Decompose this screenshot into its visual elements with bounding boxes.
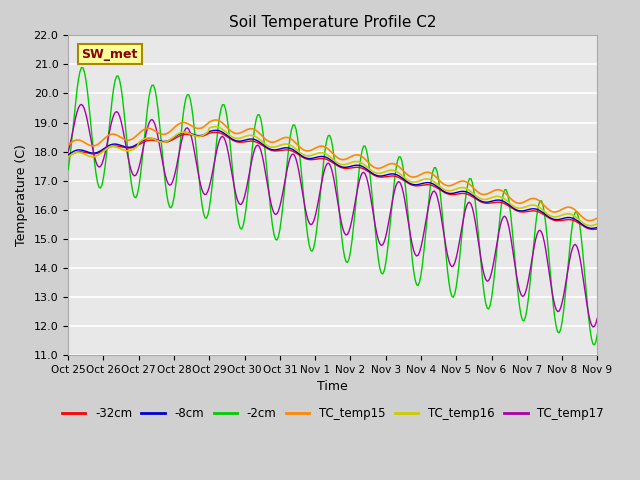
TC_temp15 — [367, 162, 375, 168]
TC_temp15 — [586, 218, 594, 224]
-32cm — [385, 173, 392, 179]
TC_temp17 — [77, 102, 85, 108]
-32cm — [367, 170, 375, 176]
-32cm — [79, 149, 86, 155]
-32cm — [589, 227, 597, 232]
TC_temp15 — [79, 139, 86, 144]
-32cm — [593, 226, 601, 232]
-32cm — [397, 176, 404, 181]
-8cm — [397, 174, 404, 180]
Text: SW_met: SW_met — [81, 48, 138, 60]
Line: TC_temp17: TC_temp17 — [68, 105, 597, 327]
TC_temp17 — [367, 196, 375, 202]
TC_temp16 — [586, 223, 594, 228]
Line: TC_temp15: TC_temp15 — [68, 120, 597, 221]
TC_temp15 — [64, 143, 72, 148]
TC_temp16 — [385, 168, 392, 173]
-2cm — [81, 69, 88, 74]
TC_temp15 — [593, 215, 601, 221]
TC_temp16 — [531, 202, 538, 208]
-2cm — [593, 331, 601, 337]
X-axis label: Time: Time — [317, 380, 348, 393]
TC_temp15 — [385, 161, 392, 167]
TC_temp17 — [64, 149, 72, 155]
TC_temp17 — [397, 180, 404, 186]
-8cm — [588, 226, 595, 231]
-8cm — [211, 128, 219, 133]
-8cm — [367, 169, 375, 175]
TC_temp16 — [367, 168, 375, 173]
TC_temp16 — [593, 221, 601, 227]
TC_temp16 — [79, 151, 86, 156]
-8cm — [531, 206, 538, 212]
Y-axis label: Temperature (C): Temperature (C) — [15, 144, 28, 246]
Line: -32cm: -32cm — [68, 132, 597, 229]
-2cm — [397, 154, 404, 160]
-32cm — [531, 208, 538, 214]
-8cm — [64, 152, 72, 157]
-2cm — [164, 199, 172, 205]
-32cm — [211, 130, 219, 135]
Line: -8cm: -8cm — [68, 131, 597, 228]
TC_temp16 — [211, 124, 219, 130]
-32cm — [64, 154, 72, 159]
TC_temp15 — [163, 131, 170, 136]
-8cm — [79, 147, 86, 153]
-8cm — [385, 171, 392, 177]
-8cm — [593, 225, 601, 230]
TC_temp17 — [531, 244, 538, 250]
TC_temp15 — [211, 117, 219, 123]
TC_temp16 — [64, 154, 72, 160]
TC_temp16 — [397, 171, 404, 177]
TC_temp17 — [385, 219, 392, 225]
-2cm — [79, 65, 86, 71]
-2cm — [591, 342, 598, 348]
TC_temp15 — [531, 196, 538, 202]
-2cm — [367, 181, 375, 187]
TC_temp16 — [163, 139, 170, 144]
Title: Soil Temperature Profile C2: Soil Temperature Profile C2 — [229, 15, 436, 30]
Line: TC_temp16: TC_temp16 — [68, 127, 597, 226]
Line: -2cm: -2cm — [68, 68, 597, 345]
Legend: -32cm, -8cm, -2cm, TC_temp15, TC_temp16, TC_temp17: -32cm, -8cm, -2cm, TC_temp15, TC_temp16,… — [57, 402, 609, 425]
TC_temp15 — [397, 165, 404, 171]
TC_temp17 — [593, 315, 601, 321]
TC_temp17 — [164, 181, 172, 187]
-2cm — [64, 167, 72, 172]
TC_temp17 — [81, 106, 88, 112]
TC_temp17 — [589, 324, 597, 330]
-32cm — [163, 139, 170, 145]
-2cm — [385, 237, 392, 242]
-8cm — [163, 138, 170, 144]
-2cm — [531, 236, 538, 242]
